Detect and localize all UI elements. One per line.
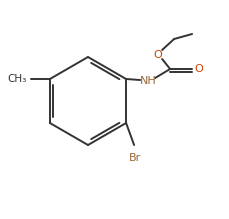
Text: O: O xyxy=(194,64,203,74)
Text: CH₃: CH₃ xyxy=(8,74,27,84)
Text: Br: Br xyxy=(128,153,141,163)
Text: NH: NH xyxy=(139,76,156,86)
Text: O: O xyxy=(153,50,162,60)
